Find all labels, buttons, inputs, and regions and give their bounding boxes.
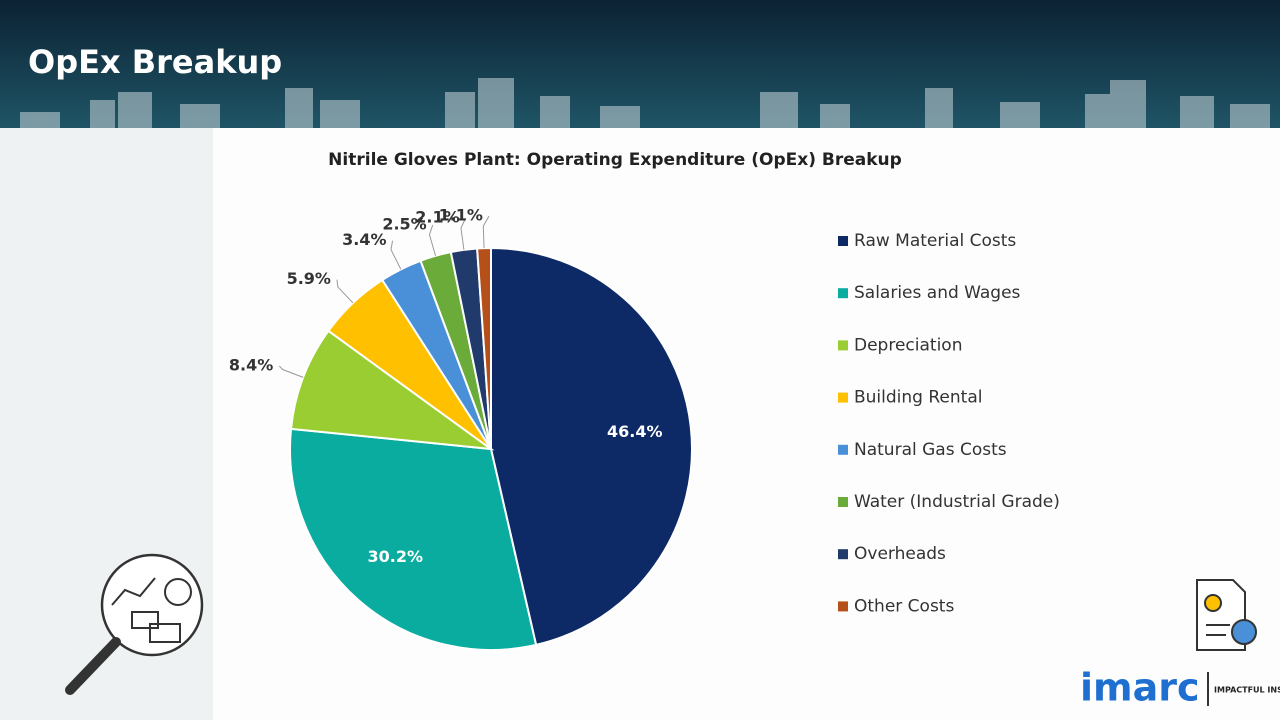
- data-label: 8.4%: [229, 355, 273, 374]
- data-label: 2.5%: [382, 215, 426, 234]
- leader-line: [482, 215, 490, 249]
- legend-swatch: [838, 288, 848, 299]
- legend-swatch: [838, 601, 848, 612]
- legend-swatch: [838, 340, 848, 351]
- legend-label: Natural Gas Costs: [854, 440, 1007, 460]
- magnifier-icon: [65, 553, 204, 695]
- data-label: 3.4%: [342, 230, 386, 249]
- legend-swatch: [838, 236, 848, 246]
- logo: imarc IMPACTFUL INSIGHTS: [1080, 666, 1280, 710]
- leader-line: [428, 224, 437, 256]
- legend-label: Raw Material Costs: [854, 231, 1016, 251]
- legend-label: Depreciation: [854, 335, 962, 355]
- legend-label: Salaries and Wages: [854, 283, 1021, 303]
- legend-swatch: [838, 444, 848, 455]
- chart-title: Nitrile Gloves Plant: Operating Expendit…: [328, 150, 902, 170]
- pie-slice: [490, 246, 693, 647]
- pie-slice: [476, 246, 492, 450]
- legend-label: Other Costs: [854, 596, 954, 616]
- data-label: 2.1%: [415, 208, 459, 227]
- data-label: 46.4%: [607, 422, 663, 441]
- skyline: [20, 78, 1270, 128]
- leader-line: [278, 365, 304, 378]
- leader-line: [460, 217, 467, 250]
- logo-name: imarc: [1080, 666, 1200, 710]
- legend-label: Water (Industrial Grade): [854, 492, 1060, 512]
- leader-line: [336, 279, 354, 304]
- document-icon: [1196, 579, 1257, 651]
- pie-slice: [289, 329, 495, 451]
- legend-swatch: [838, 392, 848, 403]
- legend-swatch: [838, 497, 848, 507]
- legend-label: Overheads: [854, 544, 946, 564]
- data-label: 5.9%: [287, 269, 331, 288]
- data-label: 30.2%: [368, 547, 424, 566]
- legend-swatch: [838, 549, 848, 560]
- data-label: 1.1%: [439, 206, 483, 225]
- legend-label: Building Rental: [854, 388, 982, 408]
- logo-tagline: IMPACTFUL INSIGHTS: [1214, 686, 1280, 695]
- pie-slice: [289, 427, 538, 651]
- slide-title: OpEx Breakup: [28, 43, 282, 81]
- leader-line: [390, 240, 402, 270]
